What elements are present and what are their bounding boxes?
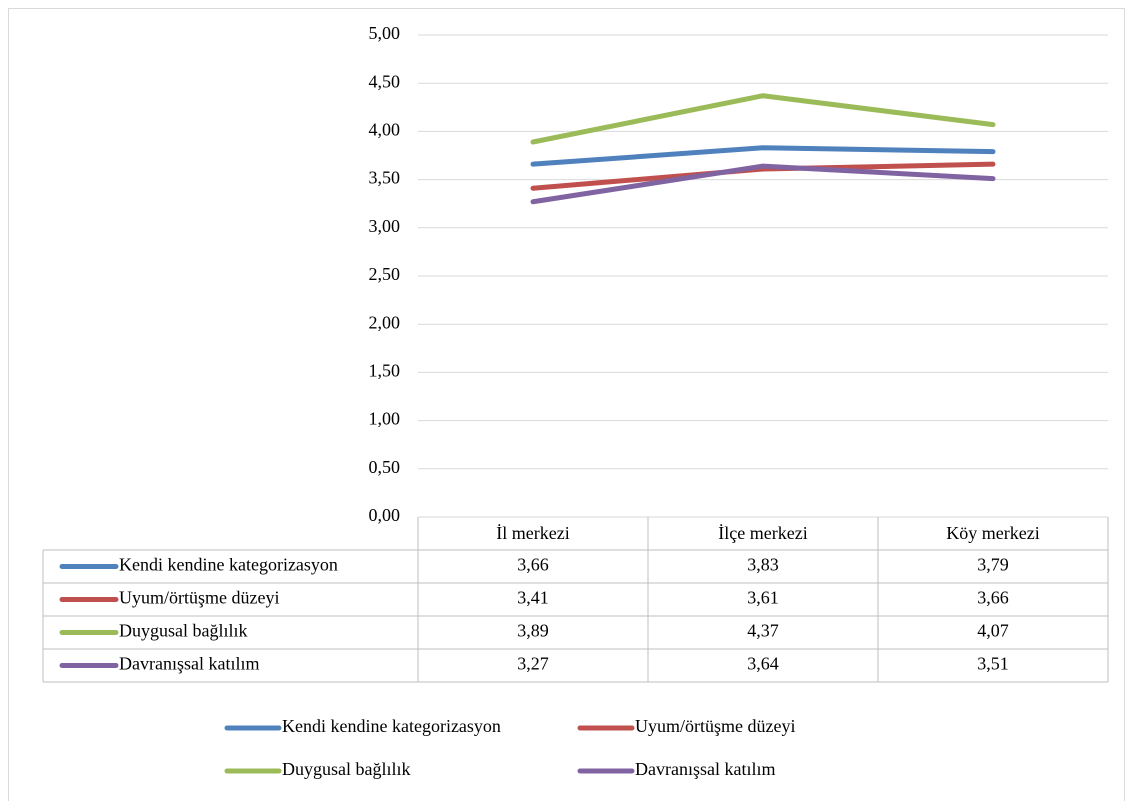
y-tick-label: 4,00 — [369, 120, 401, 140]
table-value: 3,89 — [517, 621, 549, 641]
chart-border — [8, 8, 1125, 801]
legend-label: Kendi kendine kategorizasyon — [282, 716, 501, 736]
y-tick-label: 2,00 — [369, 312, 401, 332]
table-value: 3,83 — [747, 555, 779, 575]
x-tick-label: İlçe merkezi — [718, 523, 807, 543]
table-series-name: Uyum/örtüşme düzeyi — [119, 588, 279, 608]
y-tick-label: 1,00 — [369, 409, 401, 429]
y-tick-label: 5,00 — [369, 23, 401, 43]
table-value: 3,27 — [517, 654, 549, 674]
series-line — [530, 163, 996, 205]
x-tick-label: Köy merkezi — [946, 523, 1039, 543]
y-tick-label: 0,00 — [369, 505, 401, 525]
y-tick-label: 3,00 — [369, 216, 401, 236]
series-line — [530, 93, 996, 145]
x-tick-label: İl merkezi — [496, 523, 569, 543]
legend-label: Duygusal bağlılık — [282, 759, 411, 779]
table-value: 3,66 — [517, 555, 549, 575]
y-tick-label: 1,50 — [369, 361, 401, 381]
series-line — [530, 145, 996, 167]
table-value: 3,64 — [747, 654, 779, 674]
y-tick-label: 2,50 — [369, 264, 401, 284]
table-value: 4,07 — [977, 621, 1009, 641]
table-value: 3,41 — [517, 588, 549, 608]
table-value: 3,79 — [977, 555, 1009, 575]
table-value: 3,51 — [977, 654, 1009, 674]
y-tick-label: 0,50 — [369, 457, 401, 477]
series-line — [530, 161, 996, 191]
legend-label: Davranışsal katılım — [635, 759, 775, 779]
y-tick-label: 4,50 — [369, 71, 401, 91]
table-series-name: Davranışsal katılım — [119, 654, 259, 674]
table-value: 3,66 — [977, 588, 1009, 608]
y-tick-label: 3,50 — [369, 168, 401, 188]
table-series-name: Kendi kendine kategorizasyon — [119, 555, 338, 575]
legend-label: Uyum/örtüşme düzeyi — [635, 716, 795, 736]
table-value: 4,37 — [747, 621, 779, 641]
table-series-name: Duygusal bağlılık — [119, 621, 248, 641]
table-value: 3,61 — [747, 588, 779, 608]
